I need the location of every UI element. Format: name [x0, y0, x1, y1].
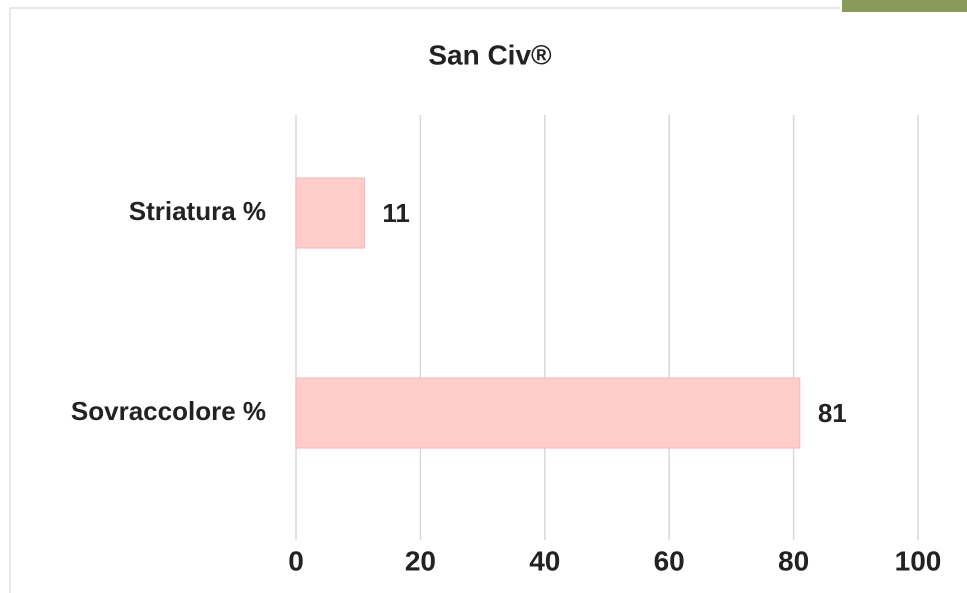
background-photo: [842, 0, 967, 12]
x-tick-label: 40: [529, 545, 560, 576]
bar: [295, 377, 801, 449]
x-tick-label: 20: [405, 545, 436, 576]
x-tick-label: 100: [895, 545, 942, 576]
x-tick-label: 80: [778, 545, 809, 576]
x-tick-label: 0: [288, 545, 304, 576]
bar: [295, 177, 365, 249]
x-tick-label: 60: [654, 545, 685, 576]
data-label: 81: [818, 398, 847, 428]
data-label: 11: [382, 198, 410, 228]
y-tick-label: Striatura %: [129, 196, 266, 226]
chart-title: San Civ®: [428, 39, 552, 70]
y-tick-label: Sovraccolore %: [71, 396, 266, 426]
